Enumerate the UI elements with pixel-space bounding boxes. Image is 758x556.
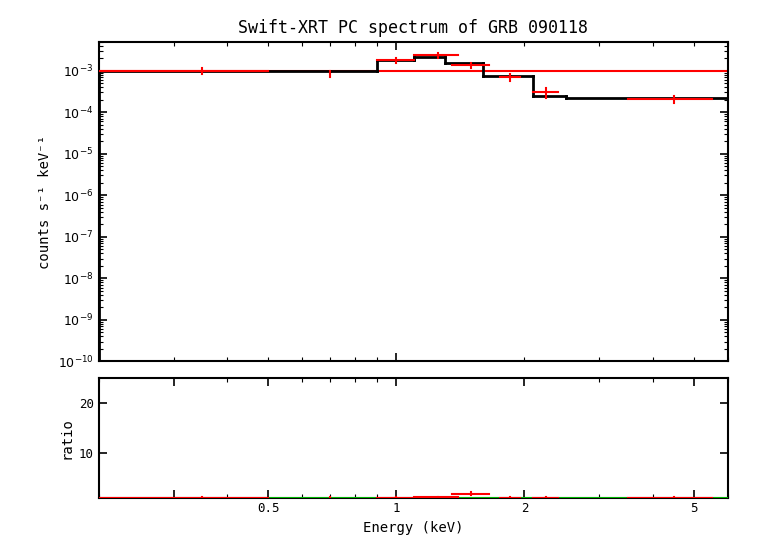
Y-axis label: ratio: ratio: [59, 417, 73, 459]
X-axis label: Energy (keV): Energy (keV): [363, 521, 463, 535]
Title: Swift-XRT PC spectrum of GRB 090118: Swift-XRT PC spectrum of GRB 090118: [238, 19, 588, 37]
Y-axis label: counts s⁻¹ keV⁻¹: counts s⁻¹ keV⁻¹: [38, 135, 52, 269]
